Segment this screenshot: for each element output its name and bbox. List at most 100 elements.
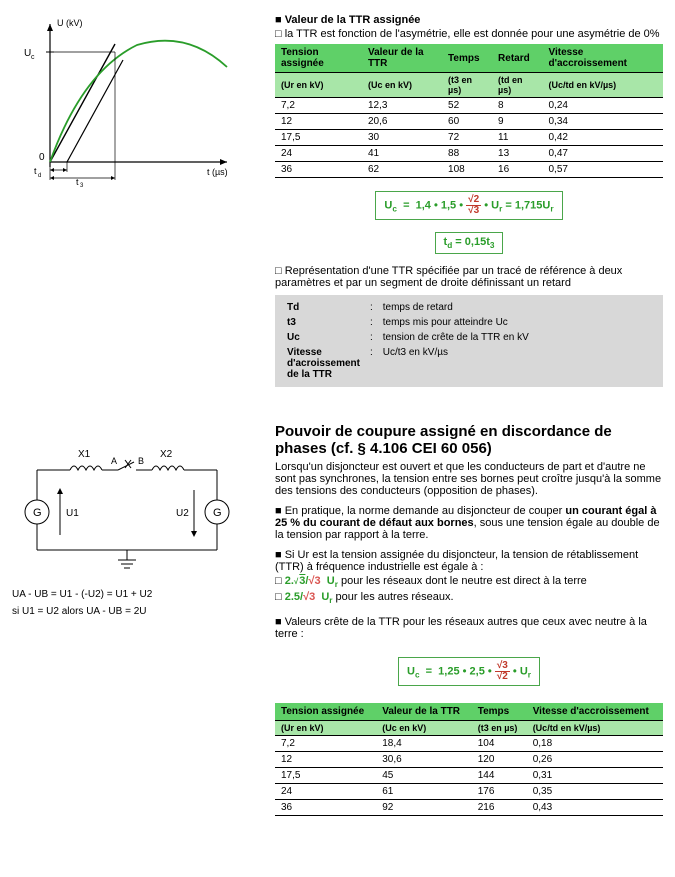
def-symbol: Td — [283, 301, 364, 314]
circuit-diagram: X1 A B X2 G G — [12, 440, 242, 580]
col-subheader: (t3 en µs) — [442, 73, 492, 98]
cell: 0,31 — [527, 767, 663, 783]
y-axis-label: U (kV) — [57, 18, 83, 28]
svg-text:A: A — [111, 456, 117, 466]
cell: 0,24 — [542, 98, 663, 114]
cell: 88 — [442, 146, 492, 162]
ttr-chart: U c U (kV) t (µs) 0 t d — [12, 12, 242, 187]
cell: 36 — [275, 799, 376, 815]
cell: 12,3 — [362, 98, 442, 114]
cell: 17,5 — [275, 767, 376, 783]
svg-text:c: c — [31, 54, 35, 61]
cell: 62 — [362, 162, 442, 178]
cell: 0,26 — [527, 751, 663, 767]
cell: 30 — [362, 130, 442, 146]
svg-text:d: d — [38, 173, 41, 179]
sec2-opt1: 2.√3/√3 Ur pour les réseaux dont le neut… — [275, 575, 663, 589]
svg-text:U1: U1 — [66, 508, 79, 519]
cell: 72 — [442, 130, 492, 146]
svg-text:X1: X1 — [78, 449, 91, 460]
ttr-table-1: Tension assignéeValeur de la TTRTempsRet… — [275, 44, 663, 178]
col-header: Retard — [492, 44, 542, 73]
cell: 92 — [376, 799, 472, 815]
cell: 104 — [472, 735, 527, 751]
col-header: Tension assignée — [275, 703, 376, 721]
cell: 0,35 — [527, 783, 663, 799]
cell: 0,42 — [542, 130, 663, 146]
col-subheader: (Uc en kV) — [362, 73, 442, 98]
cell: 36 — [275, 162, 362, 178]
cell: 61 — [376, 783, 472, 799]
cell: 12 — [275, 114, 362, 130]
cell: 144 — [472, 767, 527, 783]
col-subheader: (td en µs) — [492, 73, 542, 98]
sec1-title: Valeur de la TTR assignée — [275, 14, 663, 26]
col-subheader: (Uc/td en kV/µs) — [542, 73, 663, 98]
cell: 13 — [492, 146, 542, 162]
cell: 17,5 — [275, 130, 362, 146]
col-header: Vitesse d'accroissement — [527, 703, 663, 721]
def-text: Uc/t3 en kV/µs — [379, 346, 655, 381]
cell: 24 — [275, 783, 376, 799]
cell: 41 — [362, 146, 442, 162]
x-axis-label: t (µs) — [207, 167, 228, 177]
def-text: tension de crête de la TTR en kV — [379, 331, 655, 344]
col-subheader: (Ur en kV) — [275, 720, 376, 735]
sec2-opt2: 2.5/√3 Ur pour les autres réseaux. — [275, 591, 663, 605]
cell: 7,2 — [275, 98, 362, 114]
col-header: Temps — [472, 703, 527, 721]
svg-text:G: G — [33, 507, 42, 519]
col-subheader: (Ur en kV) — [275, 73, 362, 98]
cell: 11 — [492, 130, 542, 146]
sec2-p2: Si Ur est la tension assignée du disjonc… — [275, 549, 663, 573]
cell: 120 — [472, 751, 527, 767]
cell: 108 — [442, 162, 492, 178]
cell: 8 — [492, 98, 542, 114]
def-symbol: Uc — [283, 331, 364, 344]
col-header: Valeur de la TTR — [362, 44, 442, 73]
cell: 18,4 — [376, 735, 472, 751]
cell: 45 — [376, 767, 472, 783]
svg-text:G: G — [213, 507, 222, 519]
cell: 0,34 — [542, 114, 663, 130]
sec2-p3: Valeurs crête de la TTR pour les réseaux… — [275, 616, 663, 640]
repr-text: Représentation d'une TTR spécifiée par u… — [275, 265, 663, 289]
svg-text:U2: U2 — [176, 508, 189, 519]
svg-text:3: 3 — [80, 183, 84, 187]
col-subheader: (t3 en µs) — [472, 720, 527, 735]
circuit-eq1: UA - UB = U1 - (-U2) = U1 + U2 — [12, 589, 257, 600]
sec2-p1: En pratique, la norme demande au disjonc… — [275, 505, 663, 541]
col-header: Tension assignée — [275, 44, 362, 73]
cell: 30,6 — [376, 751, 472, 767]
sec2-title: Pouvoir de coupure assigné en discordanc… — [275, 423, 663, 457]
svg-text:X2: X2 — [160, 449, 173, 460]
formula-td: td = 0,15t3 — [435, 232, 504, 254]
def-text: temps mis pour atteindre Uc — [379, 316, 655, 329]
formula-uc2: Uc = 1,25 • 2,5 • √3√2 • Ur — [398, 657, 540, 686]
ttr-table-2: Tension assignéeValeur de la TTRTempsVit… — [275, 703, 663, 816]
def-symbol: Vitesse d'acroissement de la TTR — [283, 346, 364, 381]
cell: 20,6 — [362, 114, 442, 130]
cell: 52 — [442, 98, 492, 114]
cell: 0,18 — [527, 735, 663, 751]
col-header: Valeur de la TTR — [376, 703, 472, 721]
col-subheader: (Uc/td en kV/µs) — [527, 720, 663, 735]
cell: 0,47 — [542, 146, 663, 162]
origin-label: 0 — [39, 152, 45, 163]
t3-label: t — [76, 177, 79, 187]
sec1-subtitle: la TTR est fonction de l'asymétrie, elle… — [275, 28, 663, 40]
cell: 60 — [442, 114, 492, 130]
cell: 7,2 — [275, 735, 376, 751]
definitions-table: Td:temps de retardt3:temps mis pour atte… — [275, 295, 663, 387]
cell: 0,43 — [527, 799, 663, 815]
cell: 176 — [472, 783, 527, 799]
cell: 24 — [275, 146, 362, 162]
def-text: temps de retard — [379, 301, 655, 314]
cell: 16 — [492, 162, 542, 178]
col-header: Temps — [442, 44, 492, 73]
circuit-eq2: si U1 = U2 alors UA - UB = 2U — [12, 606, 257, 617]
formula-uc: Uc = 1,4 • 1,5 • √2√3 • Ur = 1,715Ur — [375, 191, 562, 220]
td-label: t — [34, 166, 37, 176]
svg-text:B: B — [138, 456, 144, 466]
cell: 216 — [472, 799, 527, 815]
